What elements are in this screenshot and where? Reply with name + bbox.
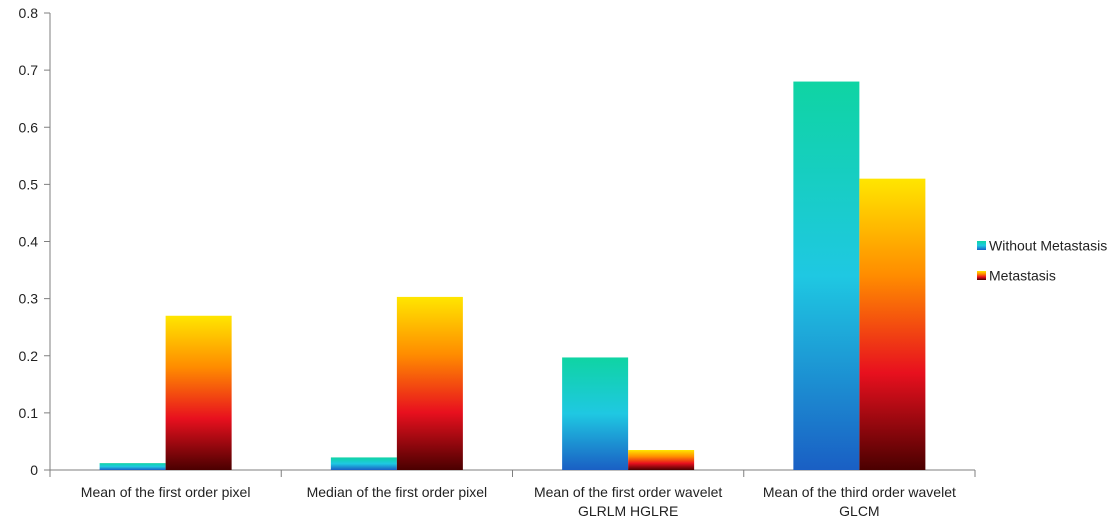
x-category-label: Median of the first order pixel	[307, 484, 488, 500]
bar-without-metastasis	[99, 463, 166, 470]
x-category-label: GLCM	[839, 503, 879, 519]
y-tick-label: 0.5	[19, 176, 39, 192]
legend-swatch	[977, 271, 986, 280]
x-axis: Mean of the first order pixel Median of t…	[49, 469, 976, 519]
y-axis: 0 0.1 0.2 0.3 0.4 0.5 0.6 0.7 0.8	[19, 5, 51, 478]
legend-label: Without Metastasis	[989, 238, 1107, 254]
bar-without-metastasis	[330, 457, 397, 470]
bar-metastasis	[859, 178, 926, 470]
x-category-label: Mean of the third order wavelet	[763, 484, 956, 500]
y-tick-label: 0.4	[19, 234, 39, 250]
bar-without-metastasis	[793, 81, 860, 471]
y-tick-label: 0.2	[19, 348, 39, 364]
y-tick-label: 0.8	[19, 5, 39, 21]
legend-label: Metastasis	[989, 268, 1056, 284]
x-category-label: Mean of the first order pixel	[81, 484, 251, 500]
y-tick-label: 0.6	[19, 119, 39, 135]
legend-swatch	[977, 241, 986, 250]
bar-metastasis	[165, 315, 232, 470]
x-category-label: GLRLM HGLRE	[578, 503, 678, 519]
bars-group	[99, 81, 926, 471]
legend: Without Metastasis Metastasis	[977, 238, 1107, 284]
y-tick-label: 0.7	[19, 62, 39, 78]
y-tick-label: 0.3	[19, 291, 39, 307]
x-category-label: Mean of the first order wavelet	[534, 484, 722, 500]
bar-metastasis	[628, 450, 695, 470]
bar-metastasis	[396, 296, 463, 470]
y-tick-label: 0.1	[19, 405, 39, 421]
y-tick-label: 0	[30, 462, 38, 478]
bar-without-metastasis	[562, 357, 629, 470]
